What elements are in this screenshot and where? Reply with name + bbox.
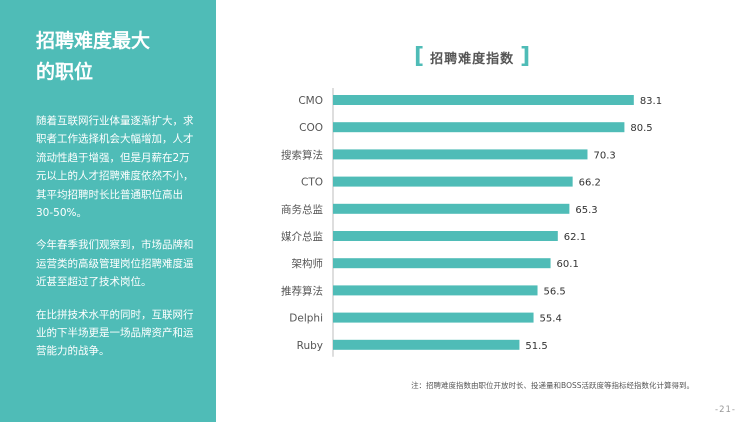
sidebar-paragraph-3: 在比拼技术水平的同时，互联网行业的下半场更是一场品牌资产和运营能力的战争。 (36, 308, 194, 358)
category-label: Delphi (289, 313, 323, 325)
sidebar-title-line1: 招聘难度最大 (36, 30, 151, 52)
footnote: 注：招聘难度指数由职位开放时长、投递量和BOSS活跃度等指标经指数化计算得到。 (411, 381, 694, 390)
category-label: Ruby (297, 340, 323, 352)
value-label: 60.1 (557, 259, 579, 270)
bar (333, 203, 570, 214)
sidebar-paragraph-2: 今年春季我们观察到，市场品牌和运营类的高级管理岗位招聘难度逼近甚至超过了技术岗位… (36, 239, 194, 289)
bar (333, 258, 551, 269)
value-label: 56.5 (544, 286, 566, 297)
value-label: 66.2 (579, 178, 601, 189)
bar (333, 149, 588, 160)
category-label: 媒介总监 (281, 230, 323, 243)
chart-title-text: 招聘难度指数 (430, 51, 515, 67)
value-label: 65.3 (575, 205, 597, 216)
bar (333, 176, 573, 187)
category-label: 推荐算法 (281, 284, 323, 297)
value-label: 51.5 (525, 341, 547, 352)
chart-title-right-bracket: ] (520, 44, 531, 69)
category-label: 架构师 (292, 257, 324, 270)
value-label: 83.1 (640, 96, 662, 107)
value-label: 70.3 (593, 150, 615, 161)
category-label: CMO (298, 95, 323, 107)
value-label: 80.5 (630, 123, 652, 134)
bar-chart: CMO 83.1 COO 80.5 搜索算法 70.3 CTO 66.2 商务总监 65.3 媒介总… (281, 88, 662, 357)
sidebar: 招聘难度最大 的职位 随着互联网行业体量逐渐扩大，求职者工作选择机会大幅增加，人… (0, 0, 216, 422)
category-label: 商务总监 (281, 203, 323, 216)
sidebar-title: 招聘难度最大 的职位 (36, 26, 198, 88)
category-label: 搜索算法 (281, 148, 323, 161)
bar (333, 339, 520, 350)
sidebar-paragraph-1: 随着互联网行业体量逐渐扩大，求职者工作选择机会大幅增加，人才流动性趋于增强，但是… (36, 115, 194, 220)
chart-title-left-bracket: [ (414, 44, 425, 69)
category-label: CTO (301, 177, 323, 189)
chart-title: [ 招聘难度指数 ] (414, 45, 530, 69)
bar (333, 231, 558, 241)
bar (333, 122, 625, 133)
sidebar-title-line2: 的职位 (36, 61, 94, 83)
bar (333, 95, 634, 105)
bar (333, 285, 538, 296)
value-label: 55.4 (540, 314, 562, 325)
page-number: -21- (715, 405, 736, 415)
bar (333, 312, 534, 323)
value-label: 62.1 (564, 232, 586, 243)
category-label: COO (299, 122, 323, 134)
